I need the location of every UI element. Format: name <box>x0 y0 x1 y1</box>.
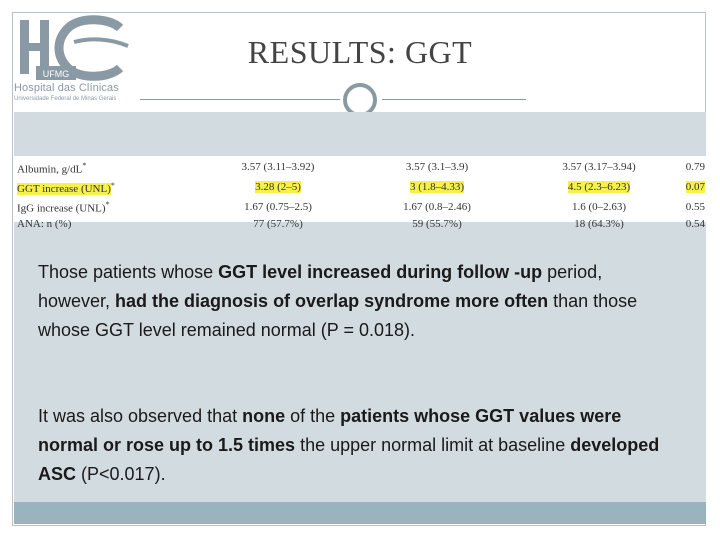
table-cell-v1: 77 (57.7%) <box>253 217 303 230</box>
table-cell-p: 0.54 <box>685 217 705 230</box>
table-row: ANA: n (%) 77 (57.7%) 59 (55.7%) 18 (64.3%)… <box>17 217 705 232</box>
logo-university-name: Universidade Federal de Minas Gerais <box>14 96 117 102</box>
table-footnote-mark: * <box>82 161 87 170</box>
table-row: IgG increase (UNL)* 1.67 (0.75–2.5) 1.67 (… <box>17 197 705 217</box>
table-cell-p: 0.79 <box>685 161 705 174</box>
table-cell-v1: 3.57 (3.11–3.92) <box>241 161 315 174</box>
results-table-excerpt: Albumin, g/dL* 3.57 (3.11–3.92) 3.57 (3.1–… <box>17 158 705 232</box>
table-cell-p: 0.07 <box>685 180 705 193</box>
circle-ornament-icon <box>340 80 380 120</box>
slide-title: RESULTS: GGT <box>247 34 473 70</box>
table-cell-label: GGT increase (UNL)* <box>17 180 115 196</box>
table-row: Albumin, g/dL* 3.57 (3.11–3.92) 3.57 (3.1–… <box>17 158 705 178</box>
table-cell-v2: 3 (1.8–4.33) <box>409 180 465 193</box>
table-cell-label: IgG increase (UNL)* <box>17 200 110 215</box>
table-cell-v3: 1.6 (0–2.63) <box>571 200 627 213</box>
logo-hospital-name: Hospital das Clínicas <box>14 82 119 94</box>
table-cell-v3: 4.5 (2.3–6.23) <box>567 180 631 193</box>
table-cell-v1: 3.28 (2–5) <box>255 180 301 193</box>
table-row: GGT increase (UNL)* 3.28 (2–5) 3 (1.8–4.33… <box>17 178 705 198</box>
paragraph-asc-development: It was also observed that none of the pa… <box>38 406 660 484</box>
table-cell-v2: 3.57 (3.1–3.9) <box>405 161 469 174</box>
table-cell-v3: 3.57 (3.17–3.94) <box>562 161 636 174</box>
table-cell-v1: 1.67 (0.75–2.5) <box>244 200 312 213</box>
table-cell-v3: 18 (64.3%) <box>574 217 624 230</box>
title-divider-right <box>382 99 526 100</box>
table-footnote-mark: * <box>105 200 110 210</box>
title-divider-left <box>140 99 340 100</box>
table-cell-p: 0.55 <box>685 200 705 213</box>
hc-ufmg-logo: UFMG <box>20 15 129 81</box>
logo-ufmg-text: UFMG <box>43 69 70 79</box>
table-cell-v2: 59 (55.7%) <box>412 217 462 230</box>
paragraph-overlap-syndrome: Those patients whose GGT level increased… <box>38 262 638 340</box>
table-cell-v2: 1.67 (0.8–2.46) <box>403 200 471 213</box>
table-footnote-mark: * <box>110 180 115 190</box>
table-cell-label: ANA: n (%) <box>17 217 72 230</box>
bottom-bar <box>14 502 706 524</box>
table-cell-label: Albumin, g/dL* <box>17 161 87 176</box>
